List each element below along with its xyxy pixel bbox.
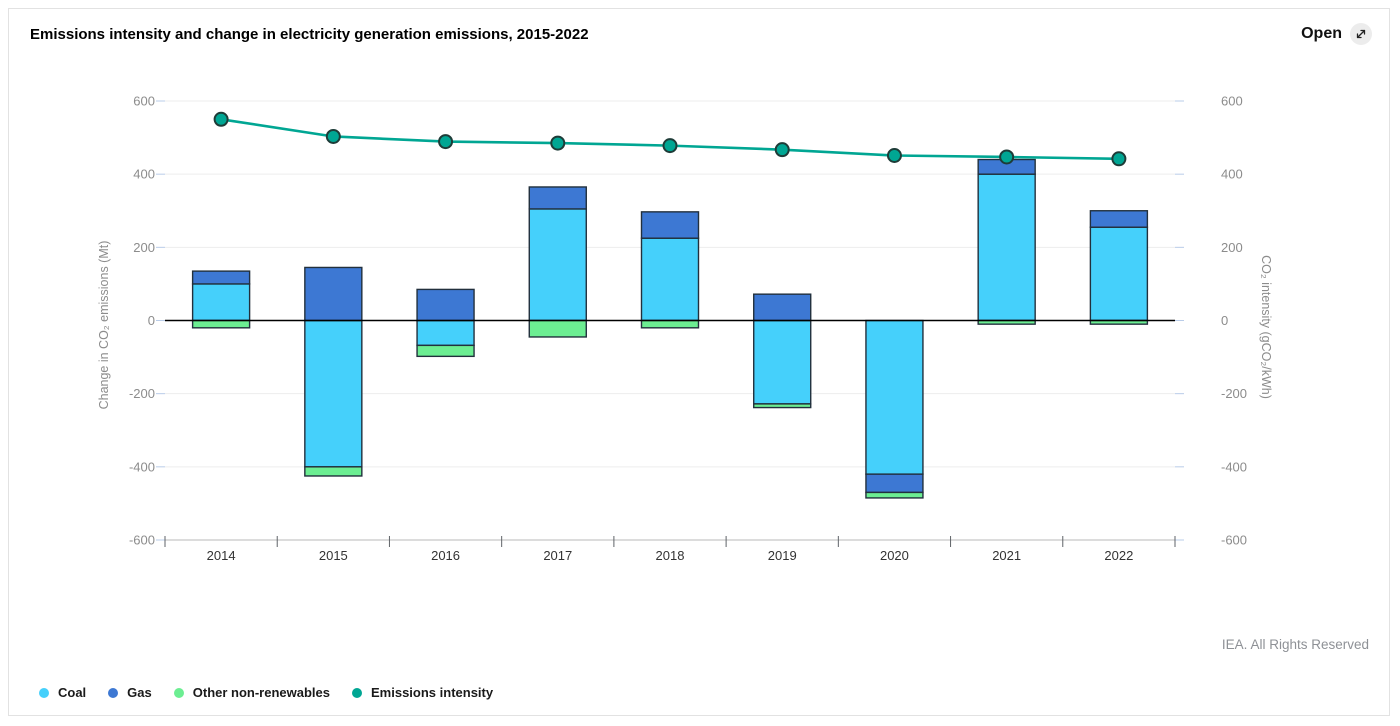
- line-point-2021[interactable]: [999, 149, 1015, 165]
- copyright-text: IEA. All Rights Reserved: [1221, 637, 1369, 652]
- line-point-2019[interactable]: [774, 142, 790, 158]
- legend-item-gas[interactable]: Gas: [108, 685, 152, 700]
- x-tick-label-2016: 2016: [431, 548, 460, 563]
- chart-legend: Coal Gas Other non-renewables Emissions int…: [39, 685, 493, 700]
- line-point-2015[interactable]: [325, 128, 341, 144]
- y-tick-label-left: -600: [129, 533, 155, 548]
- expand-icon: [1350, 23, 1372, 45]
- line-point-2014[interactable]: [213, 111, 229, 127]
- x-tick-label-2017: 2017: [543, 548, 572, 563]
- legend-marker-icon: [108, 687, 119, 698]
- chart-title: Emissions intensity and change in electr…: [30, 26, 589, 43]
- y-tick-label-right: 400: [1221, 167, 1243, 182]
- line-point-2017[interactable]: [550, 135, 566, 151]
- bar-other-non-renewables-2014[interactable]: [191, 319, 251, 329]
- legend-label: Other non-renewables: [192, 685, 330, 700]
- line-point-2018[interactable]: [662, 138, 678, 154]
- left-axis-title: Change in CO₂ emissions (Mt): [97, 241, 111, 410]
- legend-marker-icon: [39, 687, 49, 698]
- chart-card: Emissions intensity and change in electr…: [8, 8, 1390, 716]
- x-tick-label-2022: 2022: [1104, 548, 1133, 563]
- bar-coal-2022[interactable]: [1089, 226, 1149, 322]
- bar-other-non-renewables-2017[interactable]: [528, 319, 587, 338]
- bar-coal-2018[interactable]: [640, 237, 700, 322]
- y-tick-label-left: -400: [129, 459, 155, 474]
- bar-gas-2020[interactable]: [865, 473, 924, 494]
- legend-label: Emissions intensity: [371, 685, 494, 700]
- bar-gas-2015[interactable]: [304, 266, 363, 322]
- bar-other-non-renewables-2020[interactable]: [865, 491, 924, 499]
- y-tick-label-right: 600: [1221, 94, 1243, 109]
- y-tick-label-left: 600: [133, 94, 155, 109]
- line-point-2016[interactable]: [438, 134, 454, 150]
- emissions-chart: 600 600 400 400 200 200 0 0 -200 -200 -400 -400 -600…: [97, 94, 1273, 564]
- x-tick-label-2015: 2015: [319, 548, 348, 563]
- bar-coal-2015[interactable]: [304, 319, 363, 468]
- line-point-2020[interactable]: [886, 148, 902, 164]
- y-tick-label-right: 0: [1221, 313, 1228, 328]
- legend-label: Coal: [58, 685, 87, 700]
- y-tick-label-left: 400: [133, 167, 155, 182]
- legend-item-other-non-renewables[interactable]: Other non-renewables: [173, 685, 330, 700]
- y-tick-label-left: 200: [133, 240, 155, 255]
- bar-coal-2016[interactable]: [416, 319, 475, 347]
- bar-coal-2020[interactable]: [865, 319, 924, 475]
- x-tick-label-2019: 2019: [768, 548, 797, 563]
- bar-coal-2019[interactable]: [753, 319, 812, 405]
- bar-other-non-renewables-2018[interactable]: [640, 319, 700, 329]
- legend-item-coal[interactable]: Coal: [39, 685, 86, 700]
- open-button[interactable]: Open: [1301, 23, 1372, 45]
- bar-other-non-renewables-2016[interactable]: [416, 344, 475, 358]
- legend-marker-icon: [352, 687, 362, 698]
- legend-marker-icon: [173, 687, 184, 698]
- bar-other-non-renewables-2019[interactable]: [753, 403, 812, 409]
- x-tick-label-2018: 2018: [656, 548, 685, 563]
- x-tick-label-2020: 2020: [880, 548, 909, 563]
- line-point-2022[interactable]: [1111, 151, 1127, 167]
- bar-gas-2019[interactable]: [753, 293, 812, 322]
- y-tick-label-left: -200: [129, 386, 155, 401]
- bar-gas-2016[interactable]: [416, 288, 475, 322]
- bar-other-non-renewables-2015[interactable]: [304, 466, 363, 477]
- legend-label: Gas: [127, 685, 152, 700]
- y-tick-label-right: -200: [1221, 386, 1247, 401]
- y-tick-label-right: -400: [1221, 459, 1247, 474]
- bar-gas-2017[interactable]: [528, 186, 587, 210]
- right-axis-title: CO₂ intensity (gCO₂/kWh): [1259, 255, 1273, 399]
- open-button-label: Open: [1301, 25, 1342, 42]
- y-tick-label-right: 200: [1221, 240, 1243, 255]
- bar-gas-2022[interactable]: [1089, 210, 1149, 228]
- legend-item-emissions-intensity[interactable]: Emissions intensity: [352, 685, 493, 700]
- x-tick-label-2021: 2021: [992, 548, 1021, 563]
- x-tick-label-2014: 2014: [207, 548, 236, 563]
- bar-gas-2018[interactable]: [640, 211, 700, 239]
- bar-coal-2021[interactable]: [977, 173, 1036, 322]
- bar-coal-2017[interactable]: [528, 208, 587, 322]
- y-tick-label-left: 0: [148, 313, 155, 328]
- bar-gas-2014[interactable]: [191, 270, 251, 285]
- y-tick-label-right: -600: [1221, 533, 1247, 548]
- bar-coal-2014[interactable]: [191, 283, 251, 322]
